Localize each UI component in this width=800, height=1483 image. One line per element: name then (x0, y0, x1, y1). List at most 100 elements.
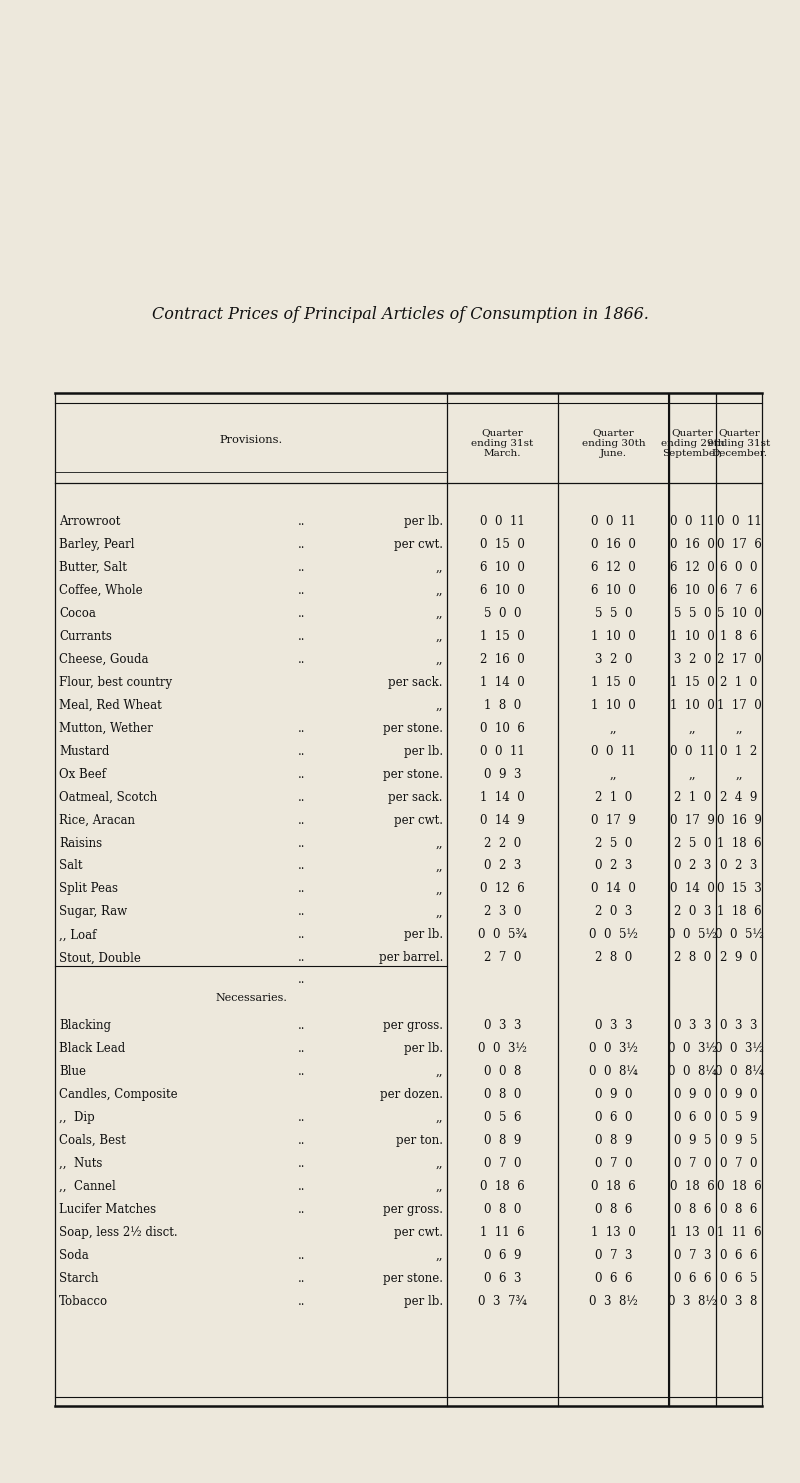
Text: 0  18  6: 0 18 6 (480, 1180, 525, 1194)
Text: 0  0  8¼: 0 0 8¼ (589, 1065, 638, 1078)
Text: 0  0  5¾: 0 0 5¾ (478, 928, 527, 942)
Text: 1  15  0: 1 15 0 (670, 676, 715, 688)
Text: 0  3  7¾: 0 3 7¾ (478, 1295, 527, 1308)
Text: Necessaries.: Necessaries. (215, 994, 287, 1003)
Text: 1  10  0: 1 10 0 (591, 698, 636, 712)
Text: ,,: ,, (435, 1111, 443, 1124)
Text: Contract Prices of Principal Articles of Consumption in 1866.: Contract Prices of Principal Articles of… (151, 307, 649, 323)
Text: 0  7  0: 0 7 0 (720, 1157, 758, 1170)
Text: Barley, Pearl: Barley, Pearl (59, 538, 134, 550)
Text: ..: .. (298, 1065, 306, 1078)
Text: 0  0  8¼: 0 0 8¼ (714, 1065, 763, 1078)
Text: Blacking: Blacking (59, 1019, 111, 1032)
Text: 1  13  0: 1 13 0 (591, 1226, 636, 1240)
Text: 0  0  5½: 0 0 5½ (589, 928, 638, 942)
Text: ..: .. (298, 584, 306, 596)
Text: per lb.: per lb. (404, 928, 443, 942)
Text: ,,: ,, (689, 722, 696, 734)
Text: 2  7  0: 2 7 0 (484, 952, 521, 964)
Text: Provisions.: Provisions. (219, 436, 282, 445)
Text: ..: .. (298, 515, 306, 528)
Text: Oatmeal, Scotch: Oatmeal, Scotch (59, 790, 158, 804)
Text: per stone.: per stone. (383, 722, 443, 734)
Text: Cocoa: Cocoa (59, 607, 96, 620)
Text: 0  8  6: 0 8 6 (595, 1203, 632, 1216)
Text: per lb.: per lb. (404, 744, 443, 758)
Text: 5  5  0: 5 5 0 (674, 607, 711, 620)
Text: ..: .. (298, 653, 306, 666)
Text: 1  8  6: 1 8 6 (720, 630, 758, 642)
Text: ..: .. (298, 722, 306, 734)
Text: 0  9  0: 0 9 0 (674, 1089, 711, 1102)
Text: 0  7  0: 0 7 0 (594, 1157, 632, 1170)
Text: Arrowroot: Arrowroot (59, 515, 120, 528)
Text: 0  2  3: 0 2 3 (674, 860, 711, 872)
Text: 0  6  5: 0 6 5 (720, 1272, 758, 1286)
Text: 0  0  11: 0 0 11 (591, 515, 636, 528)
Text: 0  8  0: 0 8 0 (484, 1089, 521, 1102)
Text: 0  14  0: 0 14 0 (591, 882, 636, 896)
Text: ..: .. (298, 1157, 306, 1170)
Text: 6  12  0: 6 12 0 (591, 561, 636, 574)
Text: 0  6  3: 0 6 3 (484, 1272, 522, 1286)
Text: 0  2  3: 0 2 3 (720, 860, 758, 872)
Text: 0  15  0: 0 15 0 (480, 538, 525, 550)
Text: ,,: ,, (435, 1157, 443, 1170)
Text: 1  17  0: 1 17 0 (717, 698, 762, 712)
Text: per lb.: per lb. (404, 1295, 443, 1308)
Text: 6  10  0: 6 10 0 (591, 584, 636, 596)
Text: 2  1  0: 2 1 0 (595, 790, 632, 804)
Text: ,,: ,, (435, 607, 443, 620)
Text: ,,: ,, (610, 768, 618, 780)
Text: 1  8  0: 1 8 0 (484, 698, 521, 712)
Text: 0  0  3½: 0 0 3½ (478, 1043, 527, 1056)
Text: 0  0  11: 0 0 11 (480, 515, 525, 528)
Text: Lucifer Matches: Lucifer Matches (59, 1203, 156, 1216)
Text: 2  16  0: 2 16 0 (480, 653, 525, 666)
Text: per lb.: per lb. (404, 515, 443, 528)
Text: 0  7  3: 0 7 3 (594, 1249, 632, 1262)
Text: Tobacco: Tobacco (59, 1295, 108, 1308)
Text: per ton.: per ton. (396, 1134, 443, 1148)
Text: ,,: ,, (435, 860, 443, 872)
Text: 0  2  3: 0 2 3 (595, 860, 632, 872)
Text: 1  15  0: 1 15 0 (480, 630, 525, 642)
Text: per stone.: per stone. (383, 768, 443, 780)
Text: per lb.: per lb. (404, 1043, 443, 1056)
Text: ..: .. (298, 973, 306, 986)
Text: 0  0  8: 0 0 8 (484, 1065, 521, 1078)
Text: ..: .. (298, 1272, 306, 1286)
Text: 0  8  9: 0 8 9 (595, 1134, 632, 1148)
Text: ,,: ,, (435, 836, 443, 850)
Text: 0  18  6: 0 18 6 (717, 1180, 762, 1194)
Text: ..: .. (298, 860, 306, 872)
Text: 2  4  9: 2 4 9 (720, 790, 758, 804)
Text: 6  7  6: 6 7 6 (720, 584, 758, 596)
Text: 0  0  11: 0 0 11 (717, 515, 762, 528)
Text: ..: .. (298, 1295, 306, 1308)
Text: 2  3  0: 2 3 0 (484, 906, 521, 918)
Text: 0  0  11: 0 0 11 (670, 515, 715, 528)
Text: Soap, less 2½ disct.: Soap, less 2½ disct. (59, 1226, 178, 1240)
Text: Soda: Soda (59, 1249, 89, 1262)
Text: 1  14  0: 1 14 0 (480, 676, 525, 688)
Text: per sack.: per sack. (389, 676, 443, 688)
Text: ..: .. (298, 928, 306, 942)
Text: Coffee, Whole: Coffee, Whole (59, 584, 142, 596)
Text: ,,: ,, (435, 906, 443, 918)
Text: ,,: ,, (435, 630, 443, 642)
Text: 0  5  9: 0 5 9 (720, 1111, 758, 1124)
Text: 0  9  0: 0 9 0 (720, 1089, 758, 1102)
Text: 5  5  0: 5 5 0 (594, 607, 632, 620)
Text: 6  10  0: 6 10 0 (480, 561, 525, 574)
Text: ..: .. (298, 906, 306, 918)
Text: 0  10  6: 0 10 6 (480, 722, 525, 734)
Text: 6  10  0: 6 10 0 (480, 584, 525, 596)
Text: Quarter
ending 31st
December.: Quarter ending 31st December. (708, 429, 770, 458)
Text: ,,  Nuts: ,, Nuts (59, 1157, 102, 1170)
Text: 0  3  8: 0 3 8 (720, 1295, 758, 1308)
Text: 1  18  6: 1 18 6 (717, 836, 762, 850)
Text: 1  11  6: 1 11 6 (480, 1226, 525, 1240)
Text: ..: .. (298, 1111, 306, 1124)
Text: Salt: Salt (59, 860, 82, 872)
